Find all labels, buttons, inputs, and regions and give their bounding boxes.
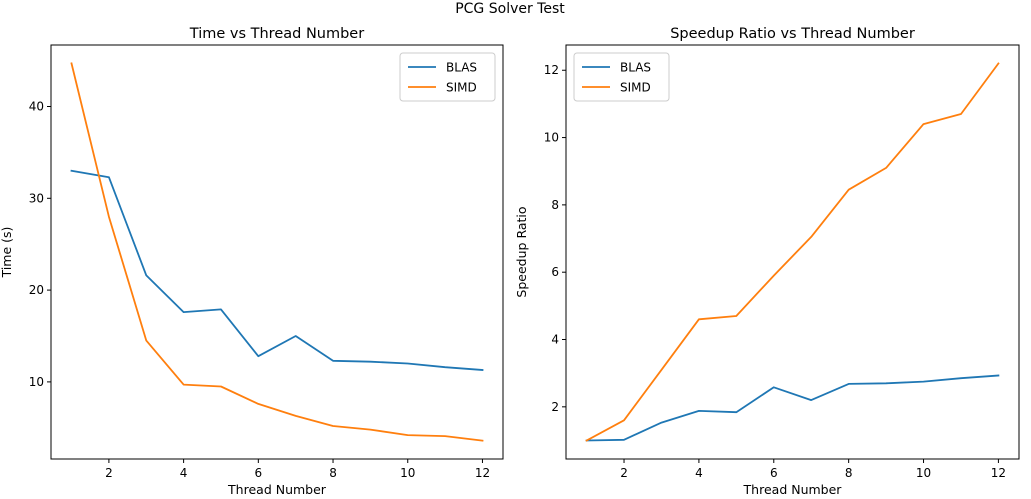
x-tick-label: 10 [400,466,415,480]
y-axis-label: Speedup Ratio [514,206,529,297]
x-tick-label: 2 [105,466,113,480]
x-tick-label: 12 [475,466,490,480]
x-tick-label: 10 [916,466,931,480]
x-tick-label: 6 [255,466,263,480]
x-axis-label: Thread Number [743,482,843,497]
x-tick-label: 6 [770,466,778,480]
y-tick-label: 10 [29,375,44,389]
y-axis-label: Time (s) [0,227,14,279]
x-tick-label: 2 [620,466,628,480]
y-tick-label: 40 [29,100,44,114]
legend-label-simd: SIMD [446,81,477,95]
y-tick-label: 10 [544,131,559,145]
y-tick-label: 30 [29,191,44,205]
x-tick-label: 8 [329,466,337,480]
x-tick-label: 4 [180,466,188,480]
plot-title: Speedup Ratio vs Thread Number [670,26,915,42]
y-tick-label: 8 [551,198,559,212]
legend-box [573,52,670,102]
y-tick-label: 12 [544,63,559,77]
chart-panel-time: Time vs Thread Number 2 4 6 8 10 12 10 20 30 40 Thr… [0,26,504,497]
series-line-blas [70,169,484,371]
plot-frame [565,44,1020,460]
x-tick-label: 4 [695,466,703,480]
y-tick-label: 20 [29,283,44,297]
legend: BLAS SIMD [573,52,670,102]
series-line-simd [585,62,1000,442]
legend-label-blas: BLAS [620,61,651,75]
legend-label-blas: BLAS [446,61,477,75]
legend-box [399,52,496,102]
x-tick-label: 12 [991,466,1006,480]
y-tick-label: 6 [551,265,559,279]
series-line-blas [585,374,1000,442]
y-tick-label: 2 [551,400,559,414]
x-tick-label: 8 [845,466,853,480]
plot-frame [50,44,504,460]
y-tick-label: 4 [551,333,559,347]
series-line-simd [70,62,484,442]
chart-panel-speedup: Speedup Ratio vs Thread Number 2 4 6 8 10 12 2 4… [514,26,1020,497]
legend: BLAS SIMD [399,52,496,102]
legend-label-simd: SIMD [620,81,651,95]
plot-title: Time vs Thread Number [189,26,364,42]
figure-title: PCG Solver Test [455,1,565,17]
x-axis-label: Thread Number [227,482,327,497]
